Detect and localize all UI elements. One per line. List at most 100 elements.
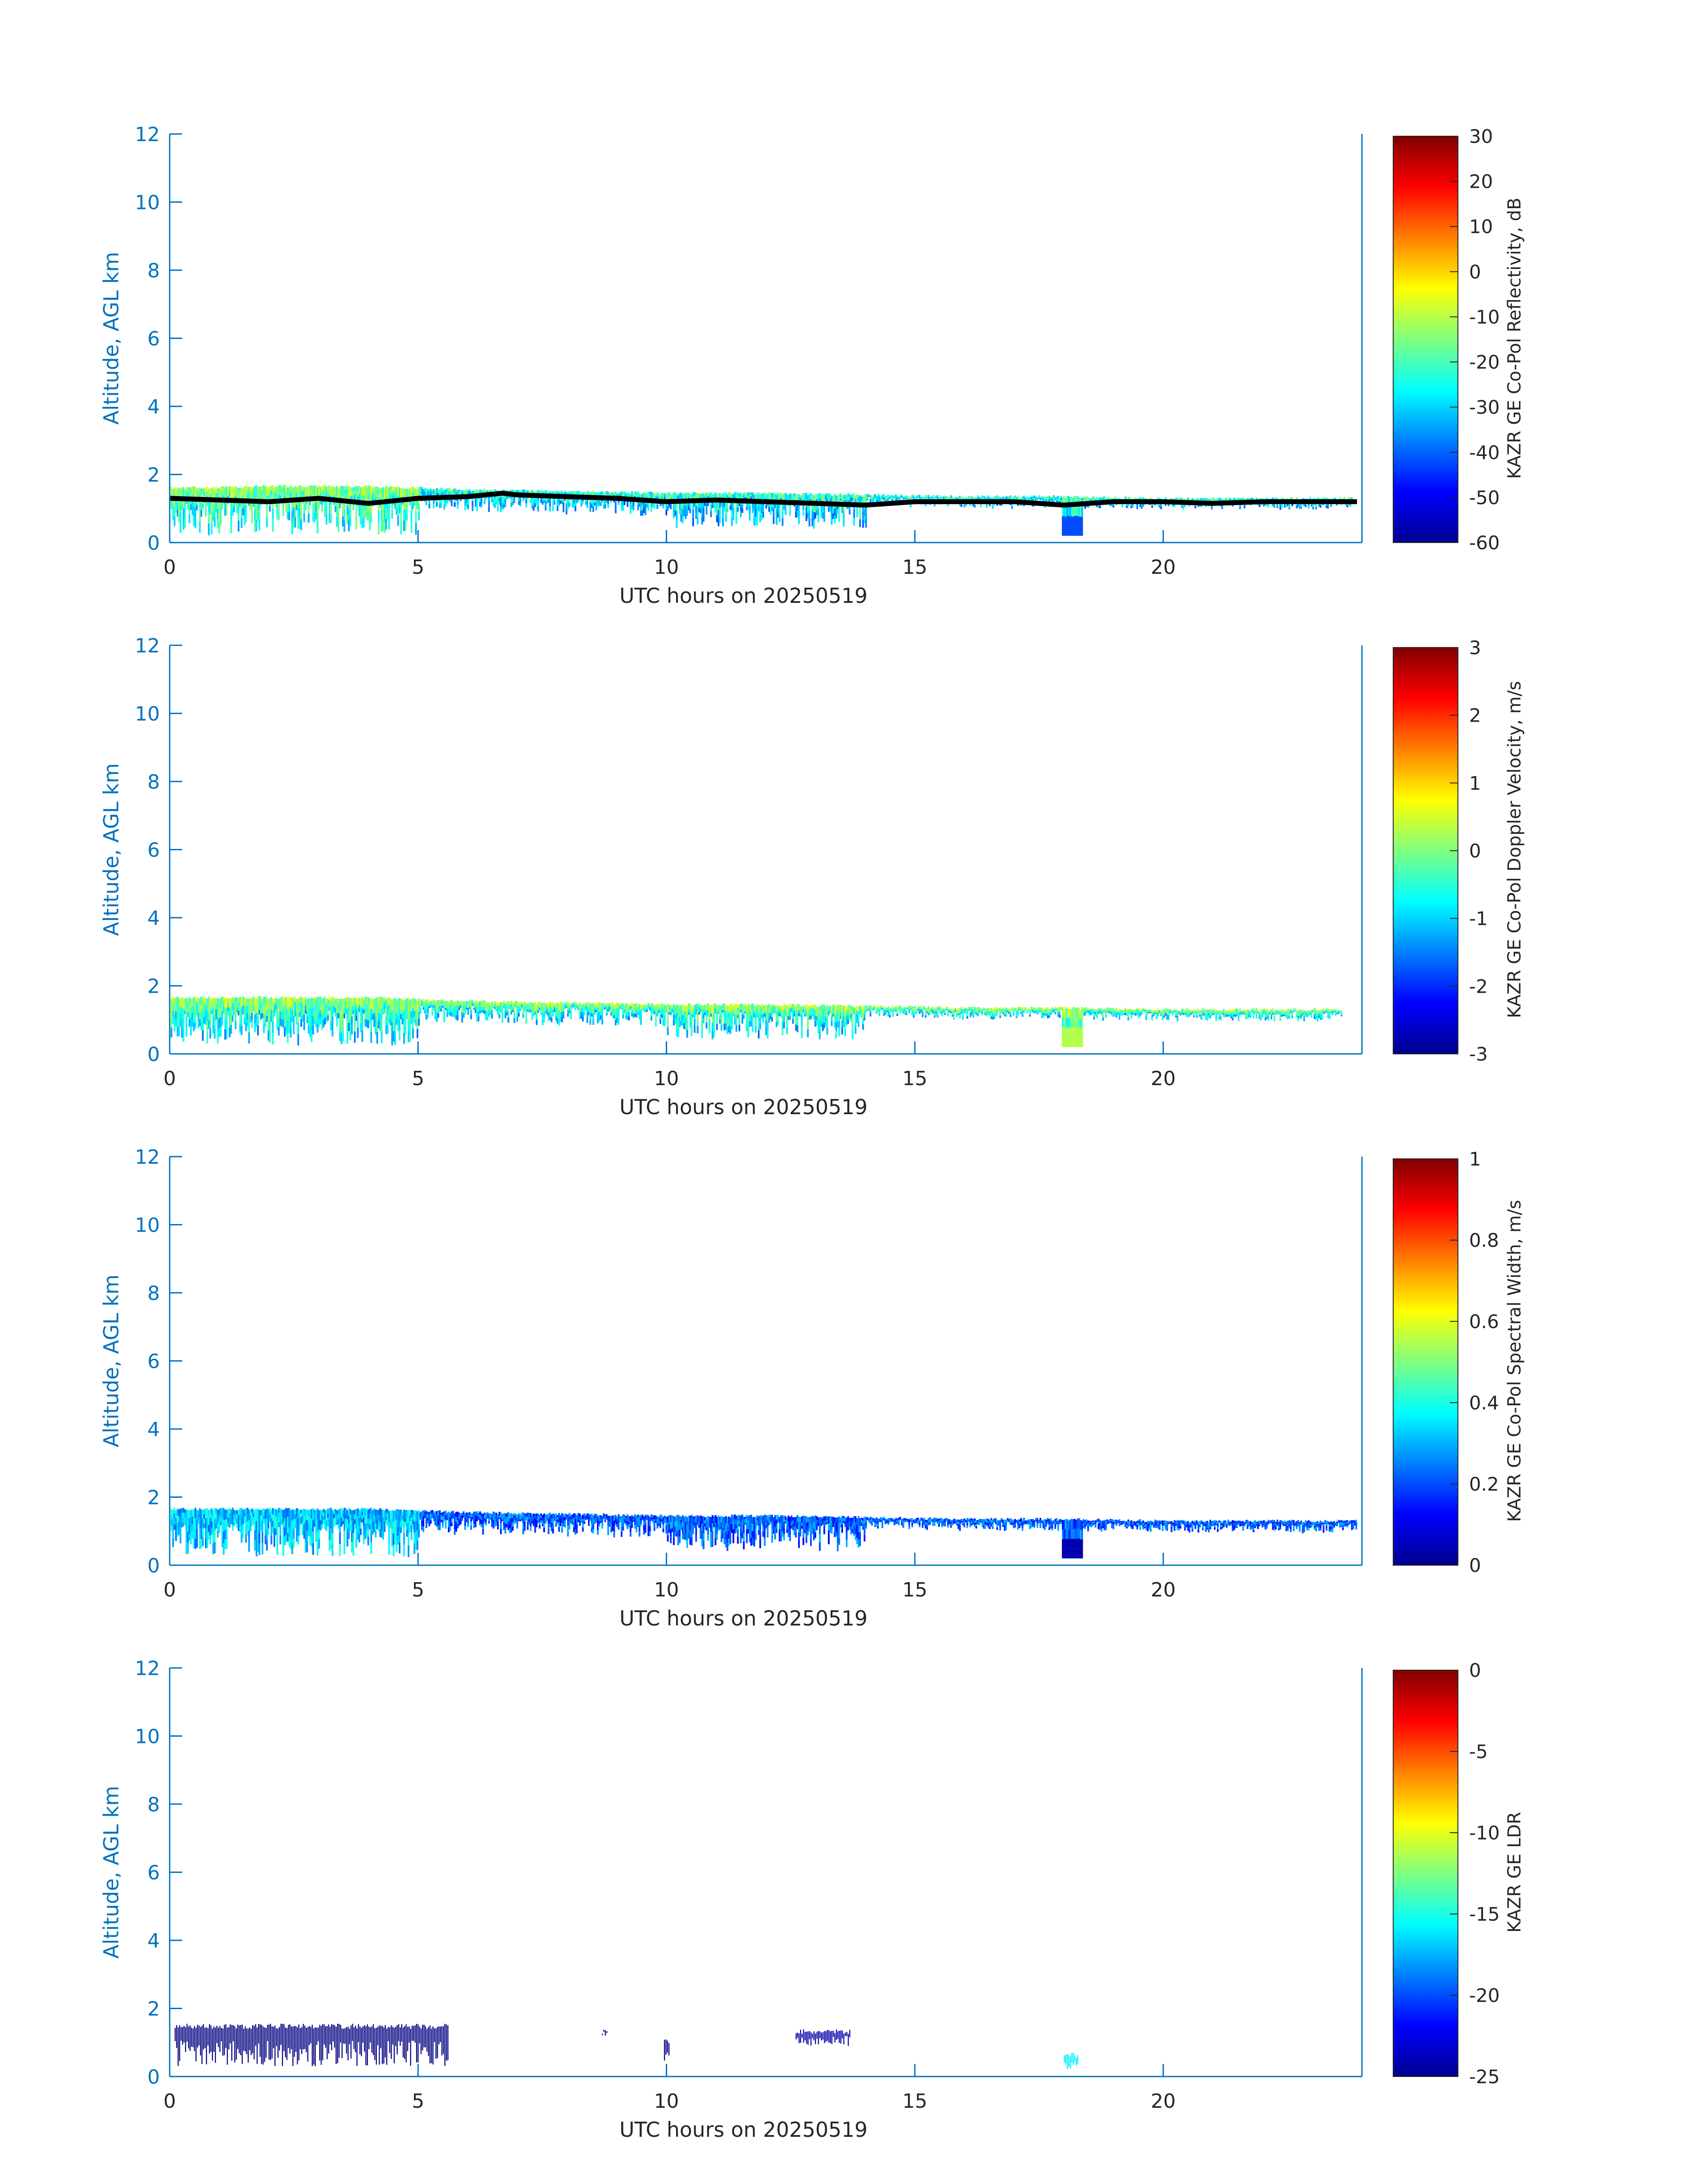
heatmap-cell <box>384 522 386 533</box>
heatmap-cell <box>234 491 237 497</box>
heatmap-cell <box>688 1003 690 1007</box>
heatmap-cell <box>448 491 450 494</box>
heatmap-cell <box>789 1003 791 1008</box>
heatmap-cell <box>792 494 794 497</box>
heatmap-cell <box>437 493 439 495</box>
heatmap-cell <box>259 519 260 531</box>
heatmap-cell <box>1312 506 1314 510</box>
heatmap-cell <box>932 497 934 498</box>
heatmap-cell <box>975 497 977 499</box>
heatmap-cell <box>405 1008 407 1017</box>
heatmap-cell <box>260 495 262 501</box>
heatmap-cell <box>472 491 474 496</box>
heatmap-cell <box>489 489 492 492</box>
heatmap-cell <box>282 501 284 509</box>
heatmap-cell <box>881 498 884 500</box>
heatmap-cell <box>956 497 958 499</box>
heatmap-cell <box>379 492 381 498</box>
heatmap-cell <box>913 494 915 496</box>
heatmap-cell <box>357 486 359 492</box>
heatmap-cell <box>1010 498 1012 501</box>
heatmap-cell <box>190 1017 192 1026</box>
heatmap-cell <box>212 1015 214 1025</box>
heatmap-cell <box>555 1003 557 1008</box>
heatmap-cell <box>200 996 202 1005</box>
heatmap-cell <box>603 1008 605 1010</box>
heatmap-cell <box>384 499 386 510</box>
heatmap-cell <box>257 996 259 1006</box>
heatmap-cell <box>585 1003 587 1006</box>
heatmap-cell <box>401 999 404 1006</box>
heatmap-cell <box>343 1003 346 1009</box>
heatmap-cell <box>607 1009 609 1011</box>
heatmap-cell <box>589 1014 591 1020</box>
heatmap-cell <box>343 1013 346 1019</box>
heatmap-cell <box>312 1016 314 1026</box>
heatmap-cell <box>630 493 632 499</box>
heatmap-cell <box>702 514 705 522</box>
heatmap-cell <box>635 1006 638 1011</box>
heatmap-cell <box>743 1011 745 1015</box>
heatmap-cell <box>1081 517 1083 526</box>
heatmap-cell <box>607 492 609 496</box>
heatmap-cell <box>586 1007 589 1013</box>
heatmap-cell <box>401 488 404 493</box>
heatmap-cell <box>1069 506 1071 517</box>
heatmap-cell <box>662 497 664 501</box>
heatmap-cell <box>1165 497 1167 500</box>
heatmap-cell <box>1138 498 1140 499</box>
heatmap-cell <box>345 998 347 1002</box>
heatmap-cell <box>719 1019 721 1024</box>
heatmap-cell <box>310 1009 313 1020</box>
heatmap-cell <box>454 1001 456 1006</box>
heatmap-cell <box>413 1011 416 1017</box>
heatmap-cell <box>686 1006 688 1014</box>
heatmap-cell <box>357 1017 359 1028</box>
heatmap-cell <box>470 1014 472 1020</box>
heatmap-cell <box>760 1003 763 1007</box>
heatmap-cell <box>430 1002 432 1004</box>
heatmap-cell <box>190 1026 192 1036</box>
heatmap-cell <box>1296 497 1298 500</box>
heatmap-cell <box>847 493 849 497</box>
heatmap-cell <box>264 1004 267 1012</box>
heatmap-cell <box>758 1013 760 1022</box>
heatmap-cell <box>449 489 451 492</box>
heatmap-cell <box>704 493 706 497</box>
heatmap-cell <box>632 502 635 506</box>
heatmap-cell <box>797 505 798 512</box>
heatmap-cell <box>925 495 927 498</box>
heatmap-cell <box>716 1017 718 1024</box>
heatmap-cell <box>828 1011 830 1013</box>
heatmap-cell <box>468 1005 471 1007</box>
heatmap-cell <box>425 1009 427 1015</box>
heatmap-cell <box>188 1011 191 1020</box>
heatmap-cell <box>709 495 710 497</box>
heatmap-cell <box>966 498 969 500</box>
heatmap-cell <box>619 492 621 495</box>
heatmap-cell <box>1096 497 1098 500</box>
heatmap-cell <box>442 1006 444 1008</box>
heatmap-cell <box>1063 526 1065 536</box>
heatmap-cell <box>422 489 425 492</box>
heatmap-cell <box>695 1006 697 1010</box>
heatmap-cell <box>1142 497 1144 500</box>
heatmap-cell <box>565 509 568 514</box>
heatmap-cell <box>956 497 958 498</box>
heatmap-cell <box>554 1003 555 1005</box>
heatmap-cell <box>1102 498 1104 501</box>
heatmap-cell <box>535 501 538 506</box>
heatmap-cell <box>394 1032 396 1045</box>
heatmap-cell <box>883 496 885 498</box>
heatmap-cell <box>310 1020 313 1031</box>
heatmap-cell <box>1249 497 1252 500</box>
heatmap-cell <box>1126 503 1128 506</box>
heatmap-cell <box>464 1011 466 1015</box>
heatmap-cell <box>704 1007 706 1010</box>
heatmap-cell <box>458 489 460 492</box>
heatmap-cell <box>448 1008 450 1012</box>
heatmap-cell <box>1091 497 1094 498</box>
heatmap-cell <box>1239 504 1241 507</box>
heatmap-cell <box>439 498 441 504</box>
heatmap-cell <box>382 1006 384 1011</box>
